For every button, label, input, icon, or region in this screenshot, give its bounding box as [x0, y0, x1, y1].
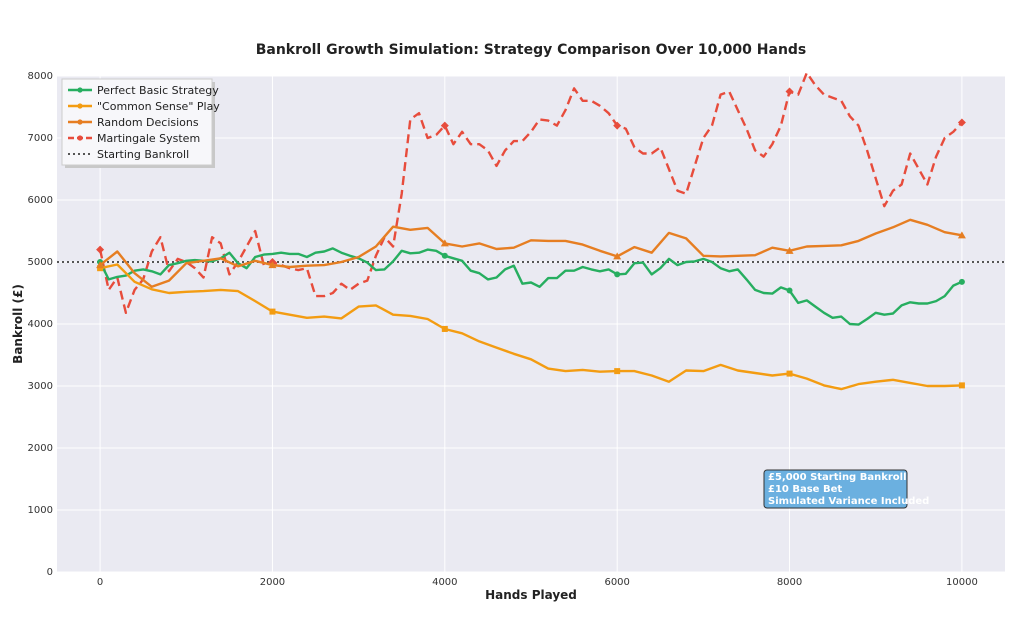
x-axis-label: Hands Played — [485, 588, 577, 602]
legend-items: Perfect Basic Strategy "Common Sense" Pla… — [68, 84, 220, 161]
legend-item: "Common Sense" Play — [68, 100, 220, 113]
x-tick-label: 2000 — [260, 577, 285, 588]
data-point — [786, 370, 793, 377]
x-tick-label: 0 — [97, 577, 103, 588]
legend-label: Martingale System — [97, 132, 200, 145]
y-tick-label: 3000 — [28, 381, 53, 392]
chart-title: Bankroll Growth Simulation: Strategy Com… — [256, 42, 807, 58]
data-point — [785, 87, 794, 96]
y-tick-label: 2000 — [28, 443, 53, 454]
data-point — [957, 231, 966, 239]
data-point — [613, 121, 622, 130]
legend-item: Perfect Basic Strategy — [68, 84, 219, 97]
data-point — [268, 261, 277, 269]
series-layer — [96, 71, 966, 391]
data-point — [958, 382, 965, 389]
data-point — [786, 287, 793, 294]
series-random-decisions — [96, 218, 966, 288]
data-point — [441, 252, 448, 259]
legend-marker — [77, 103, 83, 109]
data-point — [97, 265, 104, 272]
y-tick-label: 0 — [47, 567, 53, 578]
legend-item: Random Decisions — [68, 116, 199, 129]
data-point — [441, 325, 448, 332]
x-tick-label: 8000 — [777, 577, 802, 588]
legend-marker — [77, 135, 83, 141]
legend-item: Martingale System — [68, 132, 200, 145]
data-point — [957, 118, 966, 127]
y-tick-label: 1000 — [28, 505, 53, 516]
annotation-box: £5,000 Starting Bankroll £10 Base Bet Si… — [763, 469, 929, 509]
series-line — [99, 218, 963, 288]
legend-label: "Common Sense" Play — [97, 100, 220, 113]
legend-label: Random Decisions — [97, 116, 199, 129]
data-point — [613, 252, 622, 260]
y-axis-label: Bankroll (£) — [11, 284, 25, 364]
x-tick-label: 6000 — [604, 577, 629, 588]
legend-item: Starting Bankroll — [68, 148, 189, 161]
legend-marker — [77, 87, 83, 93]
x-ticks: 0 2000 4000 6000 8000 10000 — [97, 577, 978, 588]
x-tick-label: 4000 — [432, 577, 457, 588]
y-tick-label: 5000 — [28, 257, 53, 268]
annotation-background — [763, 469, 908, 509]
legend-marker — [77, 119, 83, 125]
annotation-line-1: £5,000 Starting Bankroll — [768, 472, 907, 483]
y-tick-label: 4000 — [28, 319, 53, 330]
y-tick-label: 6000 — [28, 195, 53, 206]
series-line — [99, 263, 962, 391]
data-point — [614, 368, 621, 375]
data-point — [958, 278, 965, 285]
data-point — [96, 261, 105, 269]
legend-label: Perfect Basic Strategy — [97, 84, 219, 97]
annotation-line-3: Simulated Variance Included — [768, 496, 929, 507]
series-line — [99, 247, 963, 326]
data-point — [96, 245, 105, 254]
series-line — [98, 71, 963, 314]
x-tick-label: 10000 — [946, 577, 978, 588]
annotation-line-2: £10 Base Bet — [768, 484, 842, 495]
legend-label: Starting Bankroll — [97, 148, 189, 161]
data-point — [614, 271, 621, 278]
data-point — [440, 121, 449, 130]
y-tick-label: 7000 — [28, 133, 53, 144]
y-ticks: 0 1000 2000 3000 4000 5000 6000 7000 8000 — [28, 71, 53, 578]
y-tick-label: 8000 — [28, 71, 53, 82]
legend: Perfect Basic Strategy "Common Sense" Pla… — [61, 78, 220, 168]
data-point — [785, 246, 794, 254]
series-common-sense-play — [97, 263, 965, 391]
data-point — [440, 239, 449, 247]
data-point — [269, 308, 276, 315]
